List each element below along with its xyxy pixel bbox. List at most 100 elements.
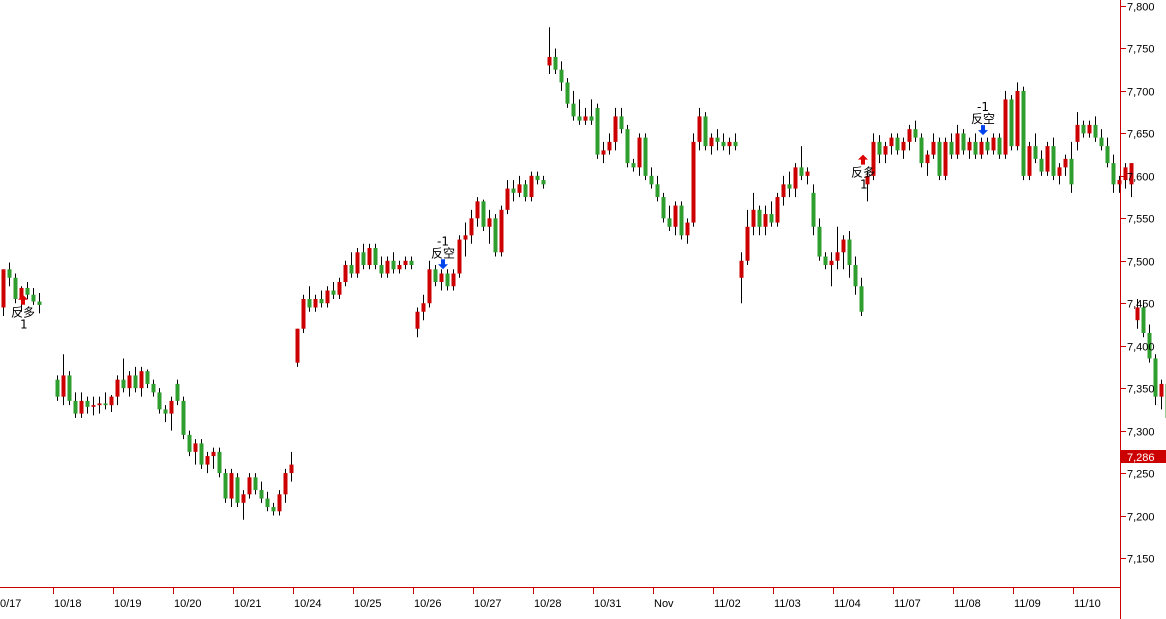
candle-body (331, 290, 336, 295)
candle-body (841, 239, 846, 253)
candle-body (379, 265, 384, 274)
candle-body (433, 269, 438, 283)
y-tick-label: 7,800 (1127, 2, 1155, 14)
candle (1147, 324, 1152, 363)
candle (829, 252, 834, 287)
candle-body (835, 252, 840, 261)
candle-body (211, 451, 216, 457)
candle (517, 175, 522, 198)
candle (913, 120, 918, 142)
x-tick-label: 10/21 (234, 598, 262, 610)
candle (883, 141, 888, 164)
candle-body (469, 218, 474, 236)
y-tick-label: 7,300 (1127, 427, 1155, 439)
sell-signal: 反空-1 (431, 234, 455, 270)
candle-body (937, 141, 942, 176)
candle (919, 133, 924, 168)
candle (853, 256, 858, 295)
candle (757, 205, 762, 236)
candle (901, 137, 906, 159)
candle-body (151, 383, 156, 393)
x-tick-label: Nov (654, 598, 674, 610)
candle-body (763, 214, 768, 227)
candle (7, 262, 12, 287)
candle (607, 133, 612, 155)
candle (439, 269, 444, 291)
candle (1153, 354, 1158, 406)
candle-body (1003, 99, 1008, 155)
candle (583, 107, 588, 125)
candle-body (553, 56, 558, 70)
candle (1015, 82, 1020, 151)
candle (115, 375, 120, 406)
y-tick-label: 7,700 (1127, 87, 1155, 99)
candle (1159, 379, 1164, 410)
candle-body (727, 141, 732, 147)
signal-qty: -1 (437, 234, 449, 248)
x-tick-label: 11/07 (894, 598, 921, 610)
candle (613, 107, 618, 151)
candle (397, 260, 402, 274)
up-arrow-icon (18, 294, 28, 305)
candle (943, 137, 948, 181)
candle (523, 180, 528, 202)
candle (601, 141, 606, 164)
candle (1027, 141, 1032, 181)
candle-body (1087, 124, 1092, 134)
candle (553, 48, 558, 74)
candle-body (1135, 307, 1140, 321)
candle-body (703, 116, 708, 147)
candle-body (757, 209, 762, 227)
candle-body (1159, 383, 1164, 397)
candle-body (1141, 307, 1146, 333)
candle-body (811, 192, 816, 227)
candle (475, 197, 480, 227)
candle-body (673, 205, 678, 227)
x-tick-label: 11/02 (714, 598, 741, 610)
candle (433, 265, 438, 287)
candle-body (1075, 124, 1080, 142)
candle (451, 269, 456, 291)
candle-body (991, 137, 996, 151)
candle (991, 133, 996, 155)
candle-body (133, 375, 138, 389)
candle (1051, 137, 1056, 181)
candle-body (619, 116, 624, 130)
x-tick-label: 11/09 (1014, 598, 1041, 610)
candle (907, 124, 912, 151)
candle-body (643, 137, 648, 176)
candle-body (367, 248, 372, 266)
candle (967, 137, 972, 159)
candle-body (877, 141, 882, 155)
y-tick-label: 7,150 (1127, 554, 1155, 566)
candle-body (847, 239, 852, 266)
candle (1105, 137, 1110, 168)
candle-body (883, 146, 888, 155)
candle-layer (1, 27, 1166, 520)
candle-body (307, 298, 312, 308)
candle-body (823, 256, 828, 266)
candle-body (799, 167, 804, 176)
candle (895, 133, 900, 155)
candle (691, 133, 696, 227)
candle (541, 175, 546, 189)
candle (985, 137, 990, 155)
candle (421, 294, 426, 321)
candle (787, 171, 792, 198)
candle (577, 99, 582, 125)
candle (1033, 133, 1038, 164)
candle (79, 392, 84, 418)
last-price-box (1121, 450, 1166, 463)
candle (295, 328, 300, 367)
candle (817, 218, 822, 261)
candle (997, 133, 1002, 159)
candle-body (637, 137, 642, 168)
candle (391, 252, 396, 274)
candle-body (313, 298, 318, 308)
candle-body (163, 409, 168, 414)
candle (409, 256, 414, 270)
x-tick-label: 10/25 (354, 598, 382, 610)
candle-body (55, 379, 60, 397)
candle-body (355, 252, 360, 274)
